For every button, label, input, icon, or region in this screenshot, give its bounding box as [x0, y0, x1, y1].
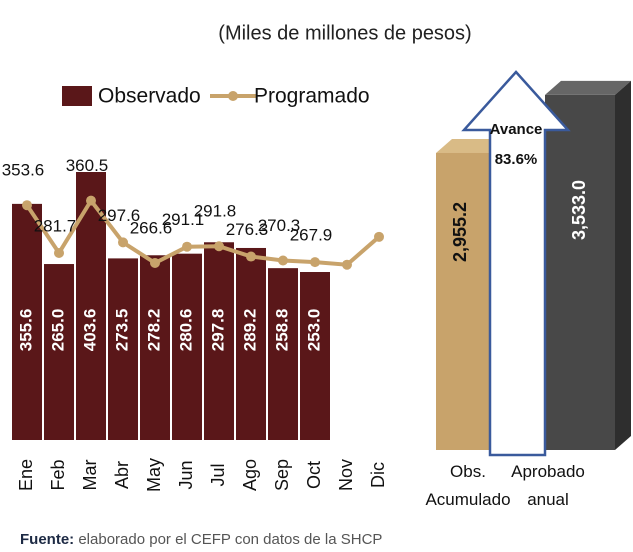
bar	[300, 272, 330, 440]
line-marker	[86, 195, 96, 206]
x-tick-label: Abr	[112, 461, 132, 489]
bar-value-label: 297.8	[208, 309, 227, 352]
line-value-label: 266.6	[130, 218, 173, 237]
bar-value-label: 2,955.2	[450, 202, 470, 262]
line-value-label: 281.7	[34, 216, 77, 235]
bar	[268, 268, 298, 440]
bar-value-label: 258.8	[272, 309, 291, 352]
x-tick-label: Dic	[368, 462, 388, 488]
bar	[545, 94, 615, 450]
x-tick-label: Ago	[240, 459, 260, 491]
annotation-title: Avance	[490, 121, 543, 138]
line-marker	[310, 257, 320, 268]
line-value-label: 276.3	[226, 220, 269, 239]
legend-marker	[228, 91, 238, 101]
bar	[44, 264, 74, 440]
x-tick-label: May	[144, 458, 164, 492]
source-label: Fuente:	[20, 531, 74, 548]
bar-top	[545, 80, 631, 95]
x-tick-label: Jun	[176, 460, 196, 489]
bar	[436, 152, 490, 450]
legend-label: Programado	[254, 85, 370, 108]
line-marker	[182, 241, 192, 252]
bar	[140, 255, 170, 440]
category-label: Obs. Acumulado	[425, 462, 511, 509]
bar	[12, 203, 42, 440]
bar	[108, 258, 138, 440]
line-marker	[374, 231, 384, 242]
x-tick-label: Oct	[304, 461, 324, 489]
line-value-label: 270.3	[258, 216, 301, 235]
source-text: elaborado por el CEFP con datos de la SH…	[78, 531, 382, 548]
bar-top	[436, 138, 506, 153]
x-tick-label: Mar	[80, 459, 100, 490]
line-value-label: 353.6	[2, 161, 45, 180]
line-marker	[118, 237, 128, 248]
bar-value-label: 265.0	[48, 309, 67, 352]
line-value-label: 267.9	[290, 226, 333, 245]
bar-side	[615, 80, 631, 450]
line-value-label: 297.6	[98, 206, 141, 225]
line-marker	[54, 247, 64, 258]
arrow	[461, 70, 571, 457]
bar	[172, 253, 202, 440]
bar	[204, 242, 234, 440]
bar-value-label: 278.2	[144, 309, 163, 352]
x-tick-label: Sep	[272, 459, 292, 491]
bar-value-label: 289.2	[240, 309, 259, 352]
category-label: Aprobado anual	[511, 462, 585, 509]
bar-value-label: 280.6	[176, 309, 195, 352]
x-tick-label: Jul	[208, 463, 228, 486]
line-value-label: 291.1	[162, 210, 205, 229]
line-value-label: 360.5	[66, 156, 109, 175]
x-tick-label: Feb	[48, 459, 68, 490]
bar-value-label: 253.0	[304, 309, 323, 352]
bar-value-label: 273.5	[112, 309, 131, 352]
bar-value-label: 3,533.0	[569, 180, 589, 240]
line-marker	[214, 241, 224, 252]
line-marker	[246, 251, 256, 262]
bar-value-label: 403.6	[80, 309, 99, 352]
bar-value-label: 355.6	[16, 309, 35, 352]
source: Fuente: elaborado por el CEFP con datos …	[20, 531, 382, 548]
line-value-label: 291.8	[194, 202, 237, 221]
legend-label: Observado	[98, 85, 201, 108]
line-marker	[22, 200, 32, 211]
legend-swatch	[62, 86, 92, 106]
annotation-value: 83.6%	[495, 151, 538, 168]
line-marker	[150, 257, 160, 268]
line	[25, 197, 381, 267]
x-tick-label: Nov	[336, 459, 356, 491]
bar	[236, 247, 266, 440]
line-marker	[342, 259, 352, 270]
subtitle: (Miles de millones de pesos)	[218, 22, 471, 44]
x-tick-label: Ene	[16, 459, 36, 491]
line-marker	[278, 255, 288, 266]
